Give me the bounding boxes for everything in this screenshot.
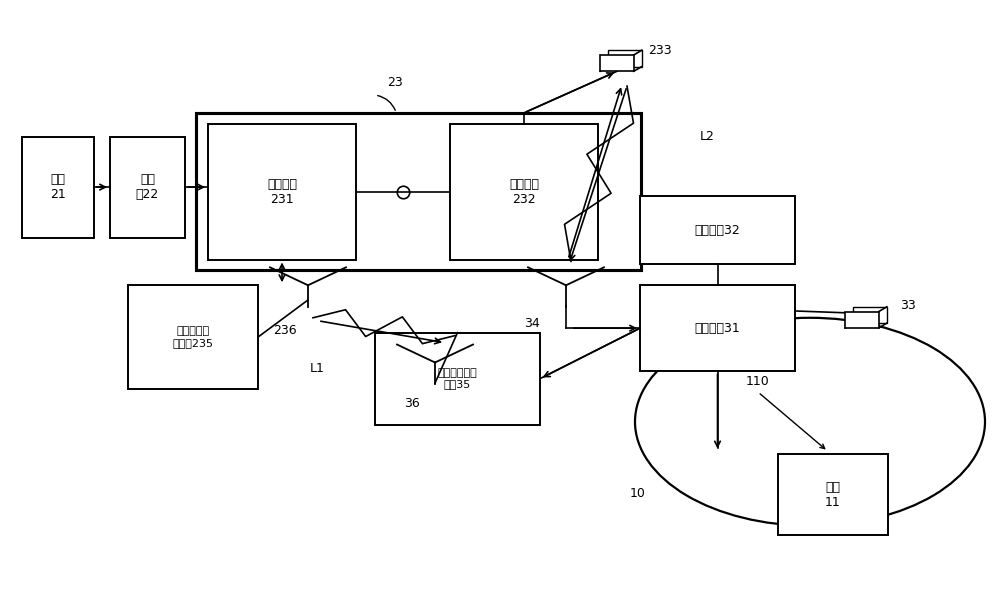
FancyBboxPatch shape <box>640 285 795 371</box>
Text: 远端微波室内
单元35: 远端微波室内 单元35 <box>438 368 477 390</box>
FancyBboxPatch shape <box>375 333 540 425</box>
FancyBboxPatch shape <box>22 137 94 238</box>
Text: 基带单元
231: 基带单元 231 <box>267 178 297 206</box>
Text: 耦合
器22: 耦合 器22 <box>136 173 159 201</box>
Text: 监控单元32: 监控单元32 <box>695 224 740 236</box>
FancyBboxPatch shape <box>778 454 888 535</box>
FancyBboxPatch shape <box>128 285 258 389</box>
FancyBboxPatch shape <box>208 124 356 260</box>
FancyBboxPatch shape <box>450 124 598 260</box>
FancyBboxPatch shape <box>853 307 887 323</box>
Text: 36: 36 <box>404 397 420 410</box>
FancyBboxPatch shape <box>600 55 634 71</box>
Text: 23: 23 <box>387 76 403 89</box>
Text: 33: 33 <box>900 299 916 312</box>
FancyBboxPatch shape <box>608 50 642 67</box>
Text: L2: L2 <box>700 130 715 143</box>
FancyBboxPatch shape <box>640 196 795 264</box>
Text: 基站
11: 基站 11 <box>825 481 841 508</box>
FancyBboxPatch shape <box>845 311 879 328</box>
Text: 基站
21: 基站 21 <box>50 173 66 201</box>
Text: 233: 233 <box>648 44 672 57</box>
FancyBboxPatch shape <box>110 137 185 238</box>
Text: 中继设备31: 中继设备31 <box>695 322 740 334</box>
Text: 110: 110 <box>746 375 770 388</box>
FancyBboxPatch shape <box>196 113 641 270</box>
Text: 236: 236 <box>273 324 297 337</box>
Text: L1: L1 <box>310 362 325 375</box>
Text: 34: 34 <box>524 317 540 330</box>
Text: 近端微波室
内单元235: 近端微波室 内单元235 <box>173 326 214 348</box>
Text: 10: 10 <box>630 486 646 500</box>
Text: 拉远单元
232: 拉远单元 232 <box>509 178 539 206</box>
